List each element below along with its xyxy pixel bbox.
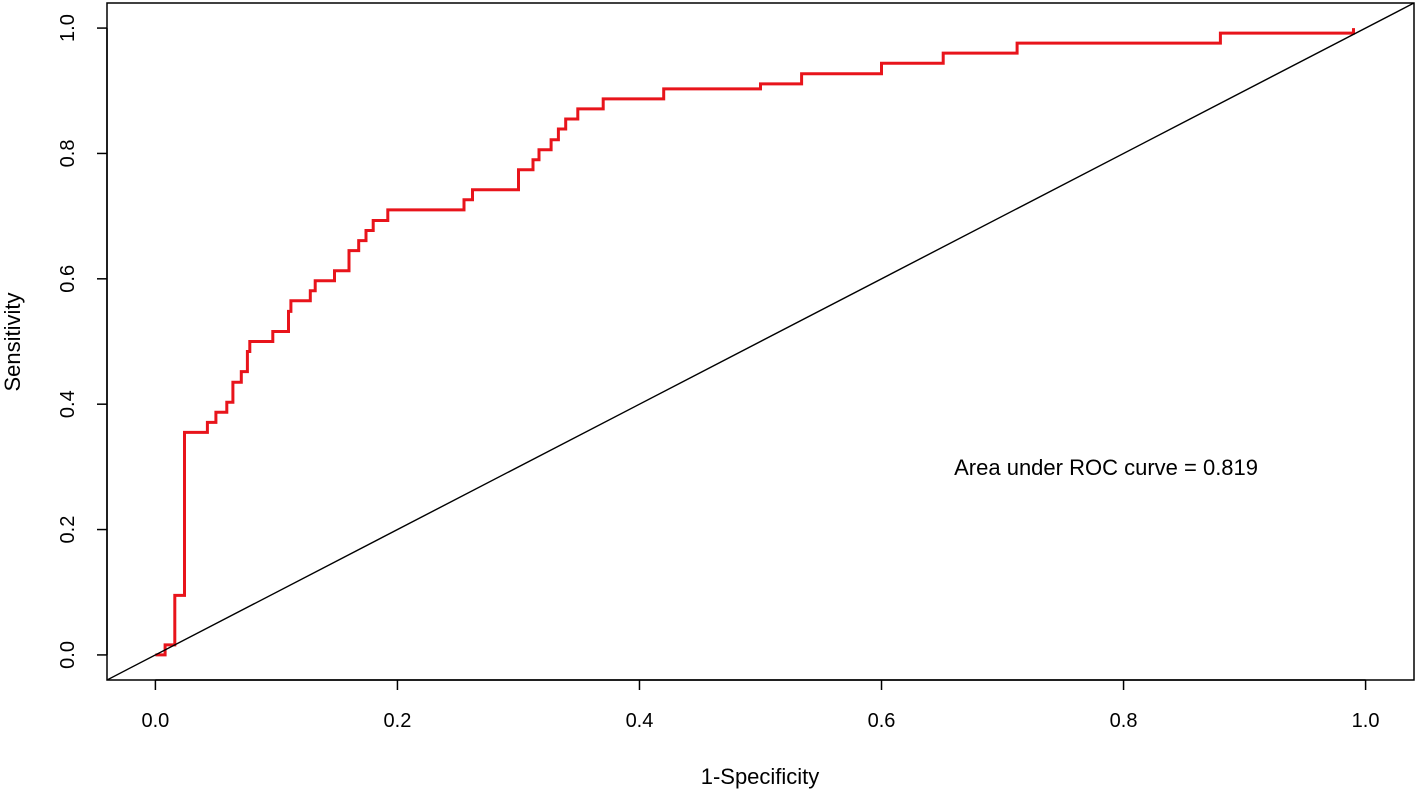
x-tick-label: 0.6 [868, 710, 896, 732]
y-axis-title: Sensitivity [0, 292, 25, 391]
y-tick-label: 0.0 [57, 641, 79, 669]
y-tick-label: 0.2 [57, 516, 79, 544]
x-tick-label: 0.2 [384, 710, 412, 732]
x-tick-label: 1.0 [1352, 710, 1380, 732]
reference-diagonal-line [107, 3, 1414, 680]
series-layer [107, 3, 1414, 680]
x-tick-label: 0.8 [1110, 710, 1138, 732]
x-axis-title: 1-Specificity [701, 764, 820, 789]
x-tick-label: 0.4 [626, 710, 654, 732]
roc-curve [155, 28, 1355, 657]
y-tick-label: 0.8 [57, 140, 79, 168]
y-tick-label: 1.0 [57, 14, 79, 42]
y-tick-label: 0.6 [57, 265, 79, 293]
y-tick-label: 0.4 [57, 390, 79, 418]
y-axis: 0.0 0.2 0.4 0.6 0.8 1.0 [57, 14, 108, 669]
x-axis: 0.0 0.2 0.4 0.6 0.8 1.0 [142, 679, 1380, 732]
x-tick-label: 0.0 [142, 710, 170, 732]
auc-annotation: Area under ROC curve = 0.819 [954, 455, 1258, 480]
